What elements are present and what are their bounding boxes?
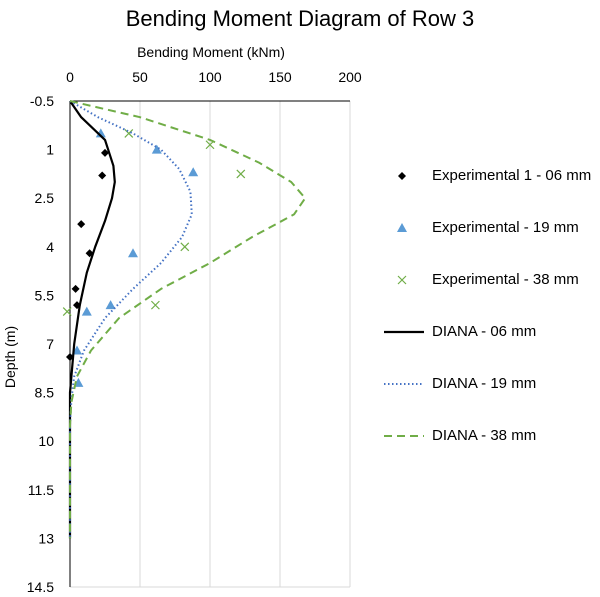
- series-5: [69, 100, 193, 539]
- legend-item: Experimental - 19 mm: [380, 216, 595, 242]
- y-axis-title: Depth (m): [2, 326, 18, 388]
- y-tick-label: 1: [46, 142, 54, 158]
- legend-label: Experimental 1 - 06 mm: [432, 167, 592, 184]
- legend-swatch: [384, 330, 424, 334]
- y-tick-label: 7: [46, 336, 54, 352]
- legend-marker: [398, 172, 406, 180]
- data-point: [98, 171, 107, 180]
- series-6: [69, 100, 307, 539]
- data-point: [77, 220, 86, 229]
- y-tick-label: 14.5: [27, 579, 54, 595]
- legend-marker: [397, 223, 407, 232]
- data-point: [101, 148, 109, 157]
- series-4: [68, 100, 116, 539]
- legend-label: DIANA - 06 mm: [432, 323, 537, 340]
- data-point: [236, 169, 246, 179]
- legend-label: Experimental - 19 mm: [432, 219, 579, 236]
- legend-label: Experimental - 38 mm: [432, 271, 579, 288]
- y-tick-label: 2.5: [35, 190, 55, 206]
- x-tick-label: 200: [338, 69, 362, 85]
- legend-swatch: [397, 223, 407, 232]
- x-tick-label: 0: [66, 69, 74, 85]
- series-line: [68, 100, 116, 539]
- y-tick-label: 5.5: [35, 287, 55, 303]
- legend-label: DIANA - 19 mm: [432, 375, 537, 392]
- series-3: [62, 128, 246, 317]
- chart-title: Bending Moment Diagram of Row 3: [125, 6, 475, 31]
- legend-swatch: [398, 172, 406, 180]
- legend-item: DIANA - 06 mm: [380, 320, 595, 346]
- data-point: [124, 128, 134, 138]
- series-layer: [62, 100, 307, 539]
- y-tick-label: 4: [46, 239, 54, 255]
- x-tick-label: 100: [198, 69, 222, 85]
- x-tick-label: 50: [132, 69, 148, 85]
- data-point: [150, 300, 160, 310]
- legend-swatch: [397, 275, 407, 285]
- grid-lines: [70, 101, 351, 588]
- series-line: [69, 100, 193, 539]
- legend-marker: [397, 275, 407, 285]
- legend-item: Experimental - 38 mm: [380, 268, 595, 294]
- data-point: [62, 307, 72, 317]
- x-tick-label: 150: [268, 69, 292, 85]
- data-point: [151, 144, 162, 154]
- y-tick-labels: -0.5 1 2.5 4 5.5 7 8.5 10 11.5 13 14.5: [27, 93, 54, 595]
- data-point: [71, 284, 80, 293]
- series-line: [69, 100, 307, 539]
- data-point: [188, 167, 199, 177]
- data-point: [180, 242, 190, 252]
- series-1: [66, 148, 109, 361]
- y-tick-label: 8.5: [35, 385, 55, 401]
- legend-swatch: [384, 383, 424, 385]
- data-point: [128, 248, 138, 258]
- y-tick-label: 10: [38, 433, 54, 449]
- data-point: [95, 128, 106, 138]
- x-tick-labels: 0 50 100 150 200: [66, 69, 362, 85]
- data-point: [81, 306, 92, 316]
- y-tick-label: 11.5: [28, 482, 54, 498]
- legend-item: Experimental 1 - 06 mm: [380, 164, 595, 190]
- legend-item: DIANA - 19 mm: [380, 372, 595, 398]
- legend-swatch: [384, 435, 424, 437]
- y-tick-label: -0.5: [30, 93, 54, 109]
- legend-label: DIANA - 38 mm: [432, 427, 537, 444]
- legend-item: DIANA - 38 mm: [380, 424, 595, 450]
- y-tick-label: 13: [38, 530, 54, 546]
- data-point: [105, 300, 116, 310]
- x-axis-title: Bending Moment (kNm): [137, 44, 285, 60]
